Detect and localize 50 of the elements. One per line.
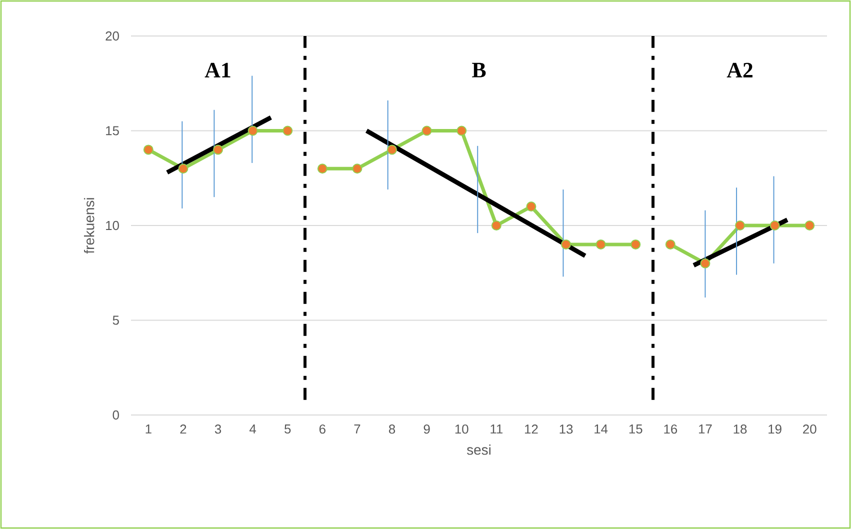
x-tick-label: 3 bbox=[214, 424, 222, 434]
x-axis-title: sesi bbox=[466, 444, 490, 455]
y-tick-label: 20 bbox=[106, 31, 119, 41]
y-tick-label: 15 bbox=[106, 126, 119, 136]
y-axis-title: frekuensi bbox=[84, 198, 94, 254]
x-tick-label: 18 bbox=[734, 424, 747, 434]
x-tick-label: 20 bbox=[803, 424, 816, 434]
y-tick-label: 5 bbox=[112, 316, 119, 325]
point bbox=[526, 202, 536, 212]
x-tick-label: 12 bbox=[524, 424, 538, 434]
x-tick-label: 4 bbox=[250, 424, 256, 434]
annotation: A1 bbox=[204, 62, 230, 78]
x-tick-label: 6 bbox=[319, 424, 326, 434]
point bbox=[456, 126, 467, 136]
point bbox=[248, 126, 258, 136]
point bbox=[282, 126, 293, 136]
point bbox=[770, 220, 780, 230]
x-tick-label: 5 bbox=[284, 424, 291, 434]
annotation: A2 bbox=[726, 62, 752, 78]
x-tick-label: 14 bbox=[594, 424, 608, 434]
point bbox=[143, 144, 154, 155]
annotation: B bbox=[472, 62, 486, 78]
x-tick-label: 15 bbox=[629, 424, 642, 434]
point bbox=[735, 220, 746, 230]
point bbox=[213, 144, 224, 155]
point bbox=[665, 239, 676, 250]
point bbox=[178, 164, 188, 174]
x-tick-label: 16 bbox=[664, 424, 678, 434]
point bbox=[700, 258, 710, 268]
x-tick-label: 9 bbox=[424, 424, 430, 434]
x-tick-label: 8 bbox=[388, 424, 396, 434]
x-tick-label: 1 bbox=[146, 424, 152, 434]
x-tick-label: 10 bbox=[455, 424, 468, 434]
x-tick-label: 19 bbox=[768, 424, 782, 434]
x-tick-label: 7 bbox=[354, 424, 360, 434]
x-tick-label: 13 bbox=[560, 424, 573, 434]
point bbox=[561, 239, 572, 250]
point bbox=[491, 220, 502, 230]
point bbox=[596, 239, 606, 250]
y-tick-label: 10 bbox=[106, 220, 119, 230]
point bbox=[804, 220, 815, 230]
point bbox=[630, 239, 641, 250]
x-tick-label: 11 bbox=[490, 424, 503, 434]
point bbox=[387, 144, 398, 155]
point bbox=[317, 164, 328, 174]
y-tick-label: 0 bbox=[112, 410, 119, 420]
x-tick-label: 2 bbox=[180, 424, 186, 434]
x-tick-label: 17 bbox=[698, 424, 712, 434]
point bbox=[422, 126, 432, 136]
point bbox=[352, 164, 362, 174]
